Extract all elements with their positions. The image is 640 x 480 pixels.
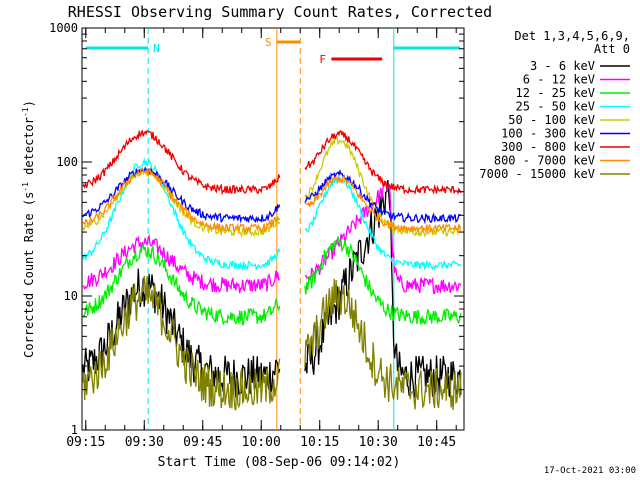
legend-entry-label: 100 - 300 keV bbox=[501, 127, 595, 141]
y-axis-title-superscript-1: -1 bbox=[21, 182, 30, 192]
x-tick-label: 10:15 bbox=[300, 435, 339, 450]
y-axis-title-main: Corrected Count Rate (s bbox=[22, 192, 36, 358]
x-axis-title: Start Time (08-Sep-06 09:14:02) bbox=[158, 455, 401, 470]
x-tick-label: 10:45 bbox=[417, 435, 456, 450]
legend-entry-label: 7000 - 15000 keV bbox=[479, 167, 595, 181]
night-marker-label: N bbox=[153, 42, 160, 55]
series-12-25kev-trace bbox=[304, 235, 462, 326]
chart-title: RHESSI Observing Summary Count Rates, Co… bbox=[68, 3, 492, 21]
legend-entry-label: 25 - 50 keV bbox=[516, 100, 595, 114]
y-tick-label: 1000 bbox=[49, 21, 78, 35]
series-layer bbox=[82, 130, 462, 411]
y-axis-title-mid: detector bbox=[22, 117, 36, 182]
legend-entry-label: 800 - 7000 keV bbox=[494, 154, 595, 168]
y-axis-title-end: ) bbox=[22, 100, 36, 107]
series-7000-15000kev-trace bbox=[82, 275, 281, 411]
legend-entry-label: 3 - 6 keV bbox=[530, 59, 595, 73]
legend-entry-label: 12 - 25 keV bbox=[516, 86, 595, 100]
y-tick-label: 10 bbox=[64, 289, 78, 303]
x-tick-label: 10:00 bbox=[242, 435, 281, 450]
series-100-300kev-trace bbox=[82, 166, 281, 224]
series-7000-15000kev-trace bbox=[304, 278, 462, 410]
series-300-800kev-trace bbox=[82, 130, 281, 196]
legend-detector-line-2: Att 0 bbox=[594, 42, 630, 56]
series-800-7000kev-trace bbox=[82, 166, 281, 235]
series-800-7000kev-trace bbox=[304, 174, 462, 234]
y-axis: 1 10 100 1000 bbox=[49, 21, 464, 437]
legend-entry-label: 300 - 800 keV bbox=[501, 140, 595, 154]
series-6-12kev-trace bbox=[82, 233, 281, 294]
x-tick-label: 09:30 bbox=[125, 435, 164, 450]
legend-entry-label: 6 - 12 keV bbox=[523, 73, 595, 87]
footer-date-stamp: 17-Oct-2021 03:00 bbox=[544, 466, 636, 476]
series-50-100kev-trace bbox=[304, 135, 462, 238]
legend-detector-line-1: Det 1,3,4,5,6,9, bbox=[514, 29, 630, 43]
series-300-800kev-trace bbox=[304, 130, 462, 195]
series-12-25kev-trace bbox=[82, 242, 281, 326]
x-tick-label: 09:45 bbox=[183, 435, 222, 450]
series-100-300kev-trace bbox=[304, 168, 462, 225]
y-axis-title: Corrected Count Rate (s-1 detector-1) bbox=[21, 100, 36, 358]
flare-marker-label: F bbox=[319, 53, 326, 66]
y-axis-title-superscript-2: -1 bbox=[21, 107, 30, 117]
x-tick-label: 10:30 bbox=[359, 435, 398, 450]
x-axis: 09:15 09:30 09:45 10:00 10:15 10:30 10:45 bbox=[66, 28, 457, 450]
plot-area: N S F 1 10 100 1000 09:15 09:30 09:45 10:00 10:15… bbox=[49, 21, 465, 450]
plot-frame bbox=[81, 27, 465, 431]
saa-marker-label: S bbox=[265, 36, 272, 49]
y-tick-label: 1 bbox=[71, 423, 78, 437]
x-tick-label: 09:15 bbox=[66, 435, 105, 450]
legend-entry-label: 50 - 100 keV bbox=[508, 113, 595, 127]
series-25-50kev-trace bbox=[82, 157, 281, 272]
y-tick-label: 100 bbox=[56, 155, 78, 169]
